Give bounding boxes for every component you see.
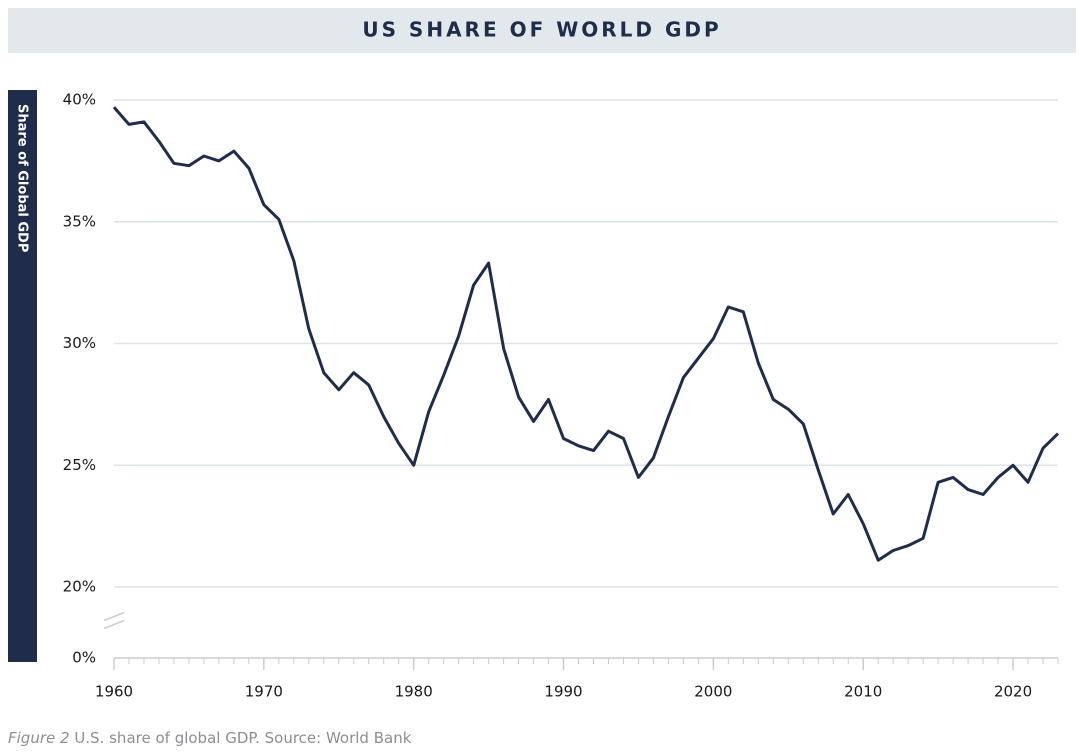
caption: Figure 2 U.S. share of global GDP. Sourc… [8, 729, 412, 747]
caption-label: Figure 2 [8, 729, 70, 747]
x-tick-label: 2010 [844, 683, 882, 701]
y-label-bar [8, 90, 37, 662]
x-tick-label: 2000 [694, 683, 732, 701]
y-tick-label: 30% [63, 334, 96, 352]
x-tick-label: 1970 [245, 683, 283, 701]
title-bar [8, 8, 1076, 53]
y-axis-label: Share of Global GDP [15, 104, 30, 252]
x-tick-label: 1990 [544, 683, 582, 701]
y-tick-label: 0% [72, 649, 96, 667]
chart-title: US SHARE OF WORLD GDP [362, 18, 721, 42]
y-tick-label: 35% [63, 212, 96, 230]
data-line [112, 106, 1060, 562]
axis-break [103, 611, 125, 622]
y-tick-label: 20% [63, 578, 96, 596]
y-tick-label: 40% [63, 91, 96, 109]
axis-break [103, 619, 125, 630]
x-tick-label: 2020 [994, 683, 1032, 701]
caption-text: U.S. share of global GDP. Source: World … [74, 729, 411, 747]
x-tick-label: 1960 [95, 683, 133, 701]
x-tick-label: 1980 [395, 683, 433, 701]
y-tick-label: 25% [63, 456, 96, 474]
